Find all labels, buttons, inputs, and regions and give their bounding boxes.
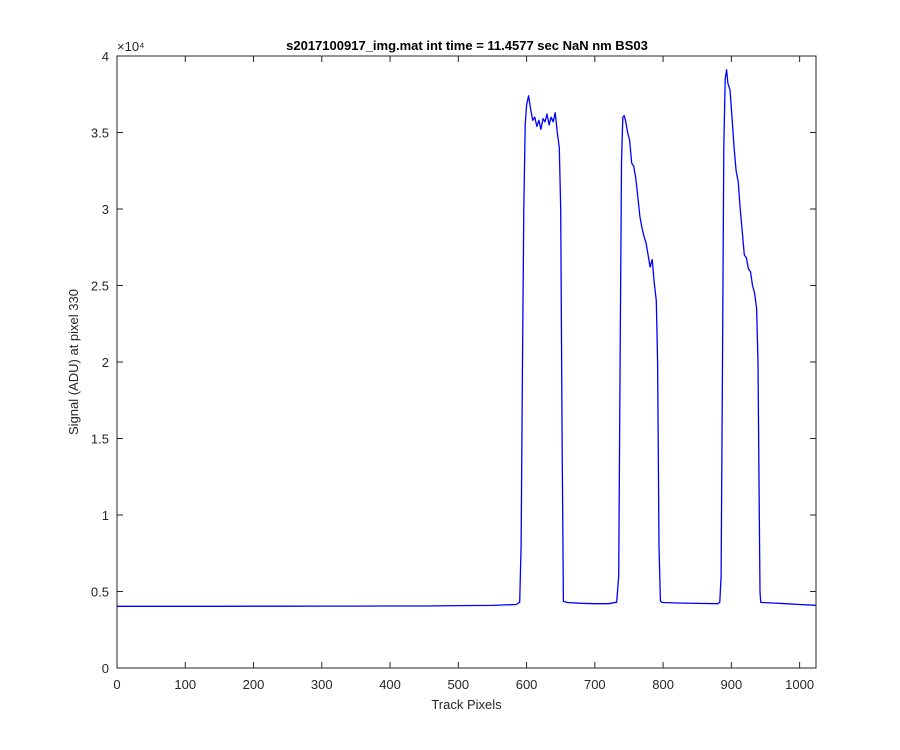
x-tick-label: 700 [584, 677, 606, 692]
y-tick-label: 4 [102, 49, 109, 64]
x-tick-label: 600 [516, 677, 538, 692]
y-tick-label: 2 [102, 355, 109, 370]
x-tick-label: 900 [721, 677, 743, 692]
series-line [117, 69, 817, 607]
x-axis-label: Track Pixels [431, 697, 502, 712]
x-axis-ticks: 0 100 200 300 400 500 600 700 800 900 1000 [113, 56, 814, 692]
plot-area [116, 55, 817, 669]
y-tick-label: 2.5 [91, 279, 109, 294]
x-tick-label: 1000 [785, 677, 814, 692]
y-exponent-label: ×10⁴ [117, 39, 145, 54]
x-tick-label: 100 [174, 677, 196, 692]
y-axis-label: Signal (ADU) at pixel 330 [66, 289, 81, 435]
chart-title: s2017100917_img.mat int time = 11.4577 s… [286, 38, 648, 53]
y-tick-label: 0 [102, 661, 109, 676]
y-tick-label: 0.5 [91, 585, 109, 600]
x-tick-label: 400 [379, 677, 401, 692]
x-tick-label: 300 [311, 677, 333, 692]
x-tick-label: 0 [113, 677, 120, 692]
y-tick-label: 3.5 [91, 126, 109, 141]
y-tick-label: 3 [102, 202, 109, 217]
y-axis-ticks: 0 0.5 1 1.5 2 2.5 3 3.5 4 [91, 49, 816, 676]
y-tick-label: 1.5 [91, 432, 109, 447]
x-tick-label: 500 [447, 677, 469, 692]
axes-background [117, 56, 816, 668]
y-tick-label: 1 [102, 508, 109, 523]
x-tick-label: 800 [652, 677, 674, 692]
x-tick-label: 200 [243, 677, 265, 692]
